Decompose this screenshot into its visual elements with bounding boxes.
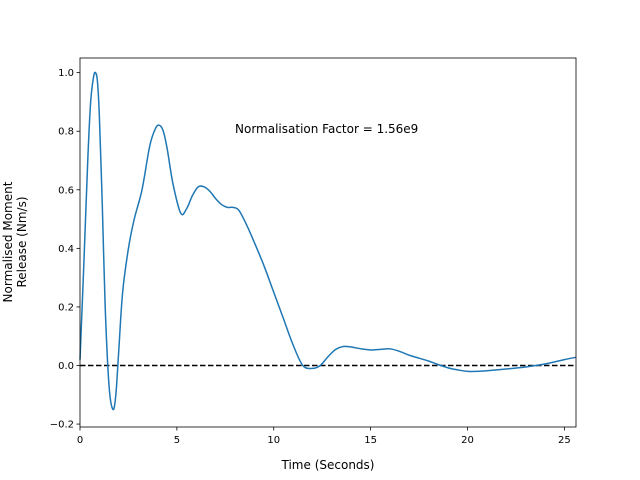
x-axis-label: Time (Seconds) [281,458,375,472]
y-tick-label: −0.2 [50,420,74,431]
plot-background [80,58,576,427]
y-tick-label: 0.2 [58,302,74,313]
series-line-0 [79,71,577,411]
y-tick-label: 0.4 [58,244,74,255]
y-axis-label: Normalised Moment Release (Nm/s) [1,181,29,302]
x-tick-label: 25 [558,435,571,446]
y-tick-label: 0.0 [58,361,74,372]
y-tick-label: 0.6 [58,185,74,196]
y-tick-label: 0.8 [58,127,74,138]
x-tick-label: 10 [267,435,280,446]
plot-frame [79,57,577,428]
x-tick-label: 5 [174,435,180,446]
annotation-text: Normalisation Factor = 1.56e9 [235,122,418,136]
x-tick-label: 0 [77,435,83,446]
x-ticks-layer: 0 5 10 15 20 25 [77,427,571,446]
x-tick-label: 15 [364,435,377,446]
y-tick-label: 1.0 [58,68,74,79]
series-layer [79,71,577,411]
x-tick-label: 20 [461,435,474,446]
y-axis-label-line-1: Normalised Moment [1,181,15,302]
y-ticks-layer: −0.2 0.0 0.2 0.4 0.6 0.8 1.0 [50,68,80,431]
y-axis-label-line-2: Release (Nm/s) [15,196,29,287]
